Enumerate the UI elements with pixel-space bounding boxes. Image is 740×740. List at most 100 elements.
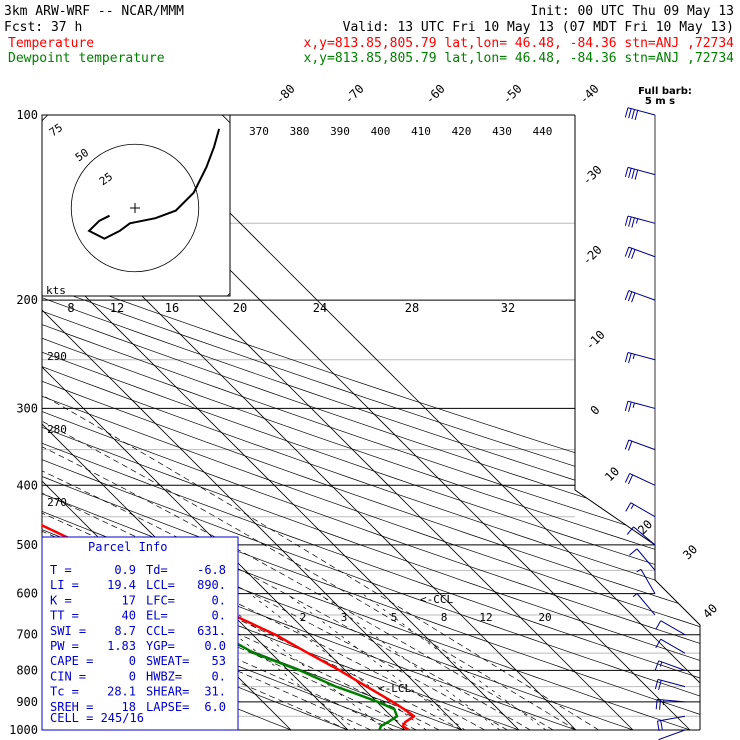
dry-adiabat [42,115,700,730]
wind-barb [624,215,656,228]
wind-barb [655,698,686,710]
barb-flag [631,217,635,228]
isotherm [42,115,463,730]
wind-barb [624,472,656,486]
hodograph-ring [70,143,200,273]
wind-barb [655,638,686,654]
pressure-tick-label: 500 [16,538,38,552]
barb-flag [628,216,632,227]
barb-staff [633,526,656,546]
barb-flag [624,246,630,257]
parcel-value: 0. [212,593,226,607]
barb-flag [628,353,632,364]
parcel-key: PW = [50,639,79,653]
parcel-key: CCL= [146,624,175,638]
mixing-ratio-label: 20 [233,301,247,315]
parcel-info-box [41,536,239,731]
parcel-value: 0 [129,654,136,668]
parcel-key: YGP= [146,639,175,653]
parcel-info-title: Parcel Info [88,540,167,554]
parcel-key: HWBZ= [146,669,182,683]
dry-adiabat [42,115,700,730]
barb-staff [627,166,656,176]
parcel-value: 0.9 [114,563,136,577]
wind-barb [654,660,686,671]
wind-barb [624,290,656,303]
parcel-value: 1.83 [107,639,136,653]
pressure-tick-label: 300 [16,401,38,415]
pressure-tick-label: 1000 [9,723,38,737]
isotherm-label: -60 [423,82,448,107]
parcel-value: 19.4 [107,578,136,592]
dry-adiabat [42,115,700,730]
wind-barb [625,502,656,518]
parcel-value: 8.7 [114,624,136,638]
parcel-value: 53 [212,654,226,668]
barb-flag [624,215,629,226]
isotherm-label: -20 [580,243,605,268]
theta-e-label: 380 [290,125,310,138]
parcel-value: 890. [197,578,226,592]
wind-barb [654,678,686,691]
hodograph-ring-label: 25 [97,170,115,188]
barb-staff [657,698,686,703]
wind-barb [624,352,656,364]
barb-flag [631,168,635,179]
barb-flag [627,441,633,451]
parcel-key: SREH = [50,700,93,714]
barb-flag [659,699,661,710]
parcel-info-panel: Parcel Info T = 0.9 Td= -6.8 LI = 19.4 LCL= 890… [41,536,239,731]
legend-temperature-label: Temperature [8,36,94,51]
legend-dewpoint-info: x,y=813.85,805.79 lat,lon= 46.48, -84.36… [304,51,735,66]
hodograph-ring-label: 50 [73,146,91,164]
barb-staff [627,400,656,409]
dry-adiabat [42,115,700,730]
mixing-ratio-label: 12 [479,611,492,624]
wind-barb [655,620,686,636]
parcel-value: -6.8 [197,563,226,577]
parcel-value: 0 [129,669,136,683]
barb-flag [634,169,639,180]
isotherm-label: -80 [273,82,298,107]
wind-barb [624,107,656,121]
parcel-key: LAPSE= [146,700,189,714]
ccl-marker: <-CCL [420,593,453,606]
dry-adiabat [42,115,700,730]
isotherm-label: -30 [580,163,605,188]
parcel-key: LFC= [146,593,175,607]
parcel-value: 31. [204,685,226,699]
init-time: Init: 00 UTC Thu 09 May 13 [531,4,735,19]
forecast-hour: Fcst: 37 h [4,20,82,35]
barb-flag [636,568,642,573]
parcel-key: CAPE = [50,654,93,668]
barb-staff [640,569,656,594]
barb-flag [624,473,631,483]
barb-flag [625,502,632,512]
barb-flag [655,638,662,649]
isotherm-label: 0 [588,403,603,418]
wind-barb [624,400,656,412]
legend-dewpoint-label: Dewpoint temperature [8,51,165,66]
isotherm-label: -50 [500,82,525,107]
wind-barbs [624,107,686,740]
hodograph-trace [87,128,221,240]
isotherm-label: 10 [602,464,622,484]
isotherm [42,115,349,730]
theta-e-label: 410 [411,125,431,138]
parcel-key: Tc = [50,685,79,699]
pressure-tick-label: 600 [16,587,38,601]
mixing-ratio-label: 32 [501,301,515,315]
barb-staff [628,439,656,451]
parcel-value: 28.1 [107,685,136,699]
dry-adiabat [42,115,700,730]
dewpoint-profile [42,115,399,730]
dry-adiabat [42,115,700,730]
barb-staff [657,678,686,688]
isotherm [0,115,6,730]
valid-time: Valid: 13 UTC Fri 10 May 13 (07 MDT Fri … [343,20,734,35]
barb-flag [632,402,635,408]
barb-flag [635,218,639,224]
mixing-ratio-label: 5 [391,611,398,624]
moist-adiabat [42,299,394,730]
theta-label: 280 [47,423,67,436]
